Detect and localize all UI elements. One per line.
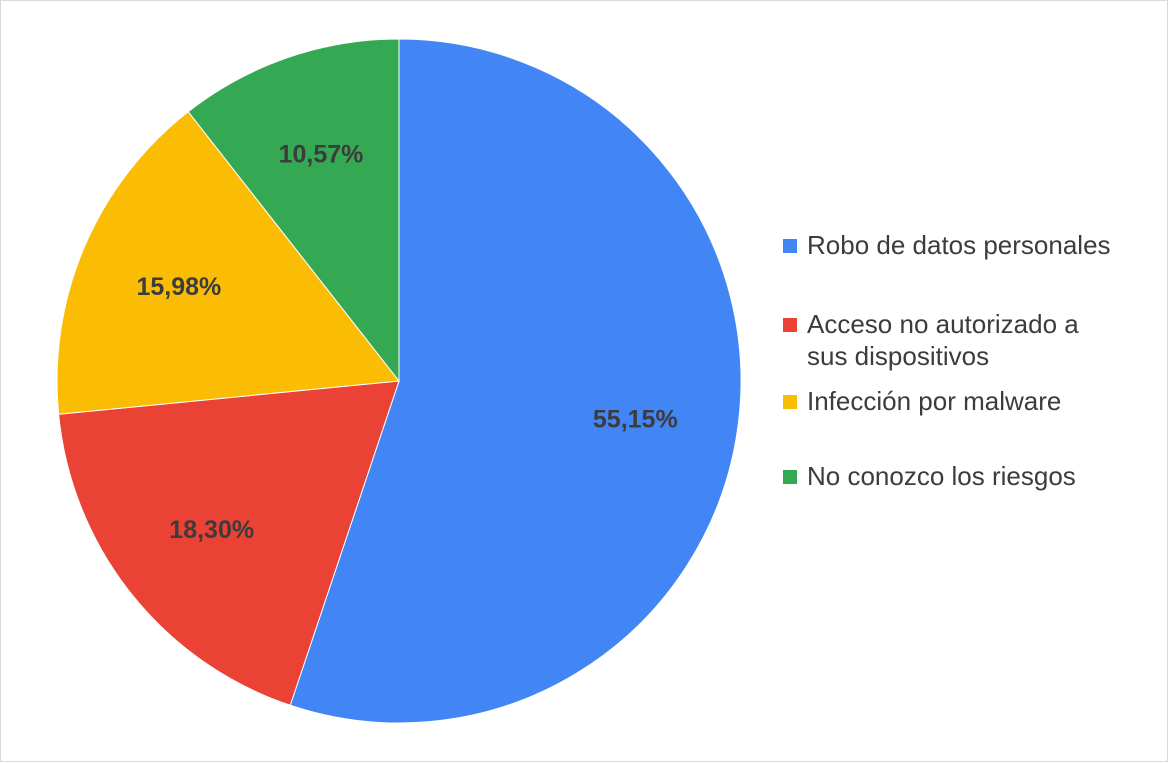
pie-slices <box>56 38 742 724</box>
legend-item-acceso-no-autorizado[interactable]: Acceso no autorizado a sus dispositivos <box>783 308 1163 372</box>
pie-slice-acceso-no-autorizado[interactable] <box>58 380 400 706</box>
data-label-infeccion-malware: 15,98% <box>137 273 222 301</box>
pie-slice-infeccion-malware[interactable] <box>56 110 400 415</box>
data-label-no-conozco: 10,57% <box>279 141 364 169</box>
legend-item-robo-datos[interactable]: Robo de datos personales <box>783 229 1163 261</box>
legend-item-no-conozco[interactable]: No conozco los riesgos <box>783 460 1163 492</box>
pie-slice-no-conozco[interactable] <box>187 38 400 383</box>
data-label-acceso-no-autorizado: 18,30% <box>169 516 254 544</box>
legend-swatch-no-conozco <box>783 470 797 484</box>
legend-label-no-conozco: No conozco los riesgos <box>807 461 1076 491</box>
legend-swatch-infeccion-malware <box>783 395 797 409</box>
legend-label-acceso-line-1: Acceso no autorizado a <box>807 309 1079 339</box>
legend-item-infeccion-malware[interactable]: Infección por malware <box>783 385 1163 417</box>
legend: Robo de datos personales Acceso no autor… <box>783 229 1163 492</box>
legend-label-infeccion-malware: Infección por malware <box>807 386 1062 416</box>
data-label-robo-datos: 55,15% <box>593 406 678 434</box>
pie-slice-robo-datos[interactable] <box>289 38 742 724</box>
legend-label-robo-datos: Robo de datos personales <box>807 230 1111 260</box>
legend-label-acceso-line-2: sus dispositivos <box>807 341 990 371</box>
legend-swatch-acceso-no-autorizado <box>783 318 797 332</box>
legend-swatch-robo-datos <box>783 239 797 253</box>
pie-data-labels: 55,15% 18,30% 15,98% 10,57% <box>137 141 678 544</box>
